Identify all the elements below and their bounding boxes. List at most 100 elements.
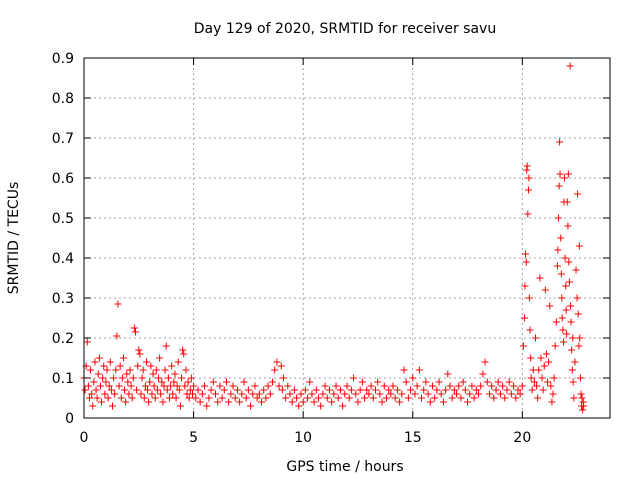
data-point xyxy=(461,386,469,394)
y-tick-label: 0 xyxy=(65,411,74,427)
data-point xyxy=(89,402,97,410)
data-point xyxy=(576,334,584,342)
data-point xyxy=(345,394,353,402)
axis-ticks: 0 0.1 0.2 0.3 0.4 0.5 0.6 0.7 0.8 0.9 0 5 10 15 20 xyxy=(52,51,610,446)
data-point xyxy=(533,382,541,390)
data-point xyxy=(389,382,397,390)
data-point xyxy=(192,394,200,402)
data-point xyxy=(132,328,140,336)
data-point xyxy=(113,332,121,340)
data-point xyxy=(382,394,390,402)
data-point xyxy=(275,382,283,390)
data-point xyxy=(352,390,360,398)
data-point xyxy=(88,390,96,398)
data-point xyxy=(105,382,113,390)
data-point xyxy=(367,382,375,390)
data-point xyxy=(128,394,136,402)
data-point xyxy=(549,390,557,398)
data-point xyxy=(571,358,579,366)
data-point xyxy=(404,394,412,402)
data-point xyxy=(117,394,125,402)
data-point xyxy=(293,394,301,402)
data-point xyxy=(396,398,404,406)
y-tick-label: 0.7 xyxy=(52,131,74,147)
data-point xyxy=(114,300,122,308)
data-point xyxy=(168,362,176,370)
data-point xyxy=(453,390,461,398)
data-point xyxy=(238,390,246,398)
data-point xyxy=(578,394,586,402)
data-point xyxy=(556,170,564,178)
data-point xyxy=(561,254,569,262)
data-point xyxy=(365,390,373,398)
data-point xyxy=(325,386,333,394)
data-point xyxy=(271,366,279,374)
data-point xyxy=(575,342,583,350)
data-point xyxy=(84,382,92,390)
data-point xyxy=(268,378,276,386)
data-point xyxy=(527,354,535,362)
data-point xyxy=(137,390,145,398)
data-point xyxy=(123,370,131,378)
data-point xyxy=(574,190,582,198)
data-point xyxy=(565,278,573,286)
data-point xyxy=(110,374,118,382)
data-point xyxy=(339,402,347,410)
data-point xyxy=(363,386,371,394)
data-point xyxy=(288,398,296,406)
data-point xyxy=(156,354,164,362)
data-point xyxy=(83,338,91,346)
y-axis-label: SRMTID / TECUs xyxy=(6,182,22,295)
data-point xyxy=(149,370,157,378)
data-point xyxy=(323,394,331,402)
data-point xyxy=(514,386,522,394)
y-tick-label: 0.8 xyxy=(52,91,74,107)
data-point xyxy=(209,378,217,386)
data-point xyxy=(95,354,103,362)
data-point xyxy=(361,394,369,402)
data-point xyxy=(554,214,562,222)
data-point xyxy=(567,318,575,326)
data-point xyxy=(220,386,228,394)
data-point xyxy=(400,366,408,374)
data-point xyxy=(545,358,553,366)
data-point xyxy=(125,390,133,398)
data-point xyxy=(569,378,577,386)
data-point xyxy=(492,386,500,394)
data-point xyxy=(483,378,491,386)
data-point xyxy=(107,386,115,394)
data-point xyxy=(548,398,556,406)
data-point xyxy=(306,378,314,386)
data-point xyxy=(147,362,155,370)
data-point xyxy=(358,378,366,386)
data-point xyxy=(153,386,161,394)
data-point xyxy=(499,382,507,390)
scatter-points xyxy=(80,62,588,414)
data-point xyxy=(260,386,268,394)
data-point xyxy=(546,302,554,310)
data-point xyxy=(535,366,543,374)
data-point xyxy=(146,378,154,386)
data-point xyxy=(264,382,272,390)
plot-frame xyxy=(83,57,611,419)
data-point xyxy=(159,398,167,406)
data-point xyxy=(475,390,482,398)
data-point xyxy=(450,386,458,394)
x-tick-label: 0 xyxy=(80,430,89,446)
data-point xyxy=(100,362,108,370)
data-point xyxy=(310,398,318,406)
data-point xyxy=(437,390,445,398)
data-point xyxy=(91,358,99,366)
data-point xyxy=(253,394,261,402)
data-point xyxy=(557,270,565,278)
data-point xyxy=(522,250,530,258)
data-point xyxy=(560,338,568,346)
data-point xyxy=(321,382,329,390)
data-point xyxy=(111,390,119,398)
data-point xyxy=(182,366,190,374)
x-axis-label: GPS time / hours xyxy=(286,459,403,475)
data-point xyxy=(558,314,566,322)
data-point xyxy=(518,382,526,390)
x-tick-label: 15 xyxy=(404,430,422,446)
data-point xyxy=(187,374,195,382)
